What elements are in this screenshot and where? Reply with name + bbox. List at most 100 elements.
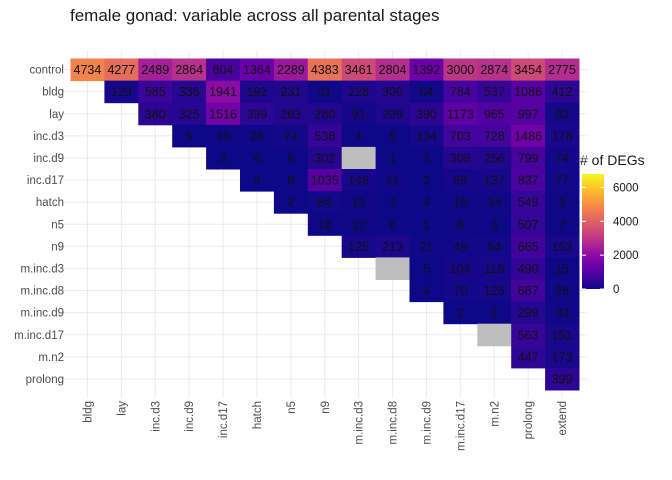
cell-value-label: 5 — [423, 262, 430, 276]
cell-value-label: 33 — [555, 306, 569, 320]
heatmap-cell — [341, 191, 377, 214]
cell-value-label: 104 — [450, 262, 471, 276]
cell-value-label: 2 — [491, 306, 498, 320]
cell-value-label: 151 — [552, 328, 573, 342]
heatmap-cell — [409, 191, 444, 214]
cell-value-label: 2 — [457, 306, 464, 320]
cell-value-label: 263 — [280, 107, 301, 121]
cell-value-label: 837 — [518, 174, 539, 188]
cell-value-label: 74 — [284, 129, 298, 143]
cell-value-label: 3 — [220, 151, 227, 165]
cell-value-label: 178 — [552, 129, 573, 143]
heatmap-cell — [375, 124, 410, 148]
cell-value-label: 799 — [518, 151, 539, 165]
heatmap-cell — [375, 146, 410, 170]
heatmap-cell — [273, 191, 309, 214]
heatmap-cell — [273, 80, 309, 104]
cell-value-label: 728 — [484, 129, 505, 143]
heatmap-cell — [375, 235, 410, 258]
cell-value-label: 118 — [484, 262, 504, 276]
cell-value-label: 9 — [559, 196, 566, 210]
cell-value-label: 91 — [352, 107, 366, 121]
cell-value-label: 965 — [484, 107, 505, 121]
cell-value-label: 148 — [348, 174, 369, 188]
cell-value-label: 804 — [213, 63, 234, 77]
x-tick-label: n5 — [286, 401, 298, 414]
heatmap-cell — [307, 102, 343, 126]
cell-value-label: 12 — [352, 218, 366, 232]
cell-value-label: 4 — [423, 196, 430, 210]
cell-value-label: 2864 — [175, 63, 203, 77]
heatmap-cell — [545, 213, 580, 236]
cell-value-label: 256 — [484, 151, 505, 165]
cell-value-label: 84 — [318, 196, 332, 210]
heatmap-cell — [172, 102, 207, 126]
x-tick-label: inc.d3 — [150, 401, 162, 432]
x-tick-label: m.inc.d17 — [455, 401, 467, 451]
legend-colorbar — [582, 174, 604, 289]
heatmap-cell — [545, 257, 580, 280]
cell-value-label: 18 — [318, 218, 332, 232]
cell-value-label: 126 — [484, 284, 505, 298]
x-tick-label: m.n2 — [489, 401, 501, 427]
heatmap-cell — [511, 301, 546, 325]
heatmap-cell — [375, 213, 410, 236]
cell-value-label: 2489 — [141, 63, 169, 77]
heatmap-cell — [545, 58, 580, 82]
cell-value-label: 2 — [423, 174, 430, 188]
cell-value-label: 308 — [450, 151, 471, 165]
x-tick-label: bldg — [82, 401, 94, 423]
cell-value-label: 3 — [491, 218, 498, 232]
cell-value-label: 2874 — [480, 63, 508, 77]
cell-value-label: 585 — [145, 85, 166, 99]
cell-value-label: 31 — [318, 85, 332, 99]
heatmap-cell — [545, 102, 580, 126]
cell-value-label: 1516 — [209, 107, 237, 121]
heatmap-cell — [273, 146, 309, 170]
y-tick-label: lay — [49, 109, 64, 121]
y-tick-label: inc.d3 — [33, 131, 64, 143]
cell-value-label: 4734 — [74, 63, 102, 77]
cell-value-label: 302 — [314, 151, 335, 165]
cell-value-label: 228 — [348, 85, 369, 99]
cell-value-label: 507 — [518, 218, 539, 232]
heatmap-cell — [511, 323, 546, 347]
heatmap-cell — [341, 235, 377, 258]
x-tick-label: m.inc.d9 — [421, 401, 433, 444]
x-tick-label: m.inc.d3 — [354, 401, 366, 444]
heatmap-cell — [273, 58, 309, 82]
heatmap-cell — [443, 58, 478, 82]
chart-title: female gonad: variable across all parent… — [70, 6, 440, 25]
cell-value-label: 173 — [552, 350, 573, 364]
cell-value-label: 125 — [348, 240, 369, 254]
heatmap-cell — [477, 146, 512, 170]
cell-value-label: 1173 — [447, 107, 474, 121]
heatmap-cell — [443, 146, 478, 170]
heatmap-cell — [206, 58, 241, 82]
heatmap-cell — [443, 102, 478, 126]
cell-value-label: 549 — [518, 196, 539, 210]
heatmap-cell — [375, 102, 410, 126]
y-tick-label: bldg — [42, 87, 64, 99]
heatmap-cell — [443, 257, 478, 280]
heatmap-cell — [477, 323, 512, 347]
heatmap-cell — [409, 80, 444, 104]
legend-tick-label: 2000 — [613, 250, 639, 262]
heatmap-cell — [375, 80, 410, 104]
cell-value-label: 784 — [450, 85, 471, 99]
heatmap-cell — [240, 58, 275, 82]
cell-value-label: 192 — [247, 85, 268, 99]
heatmap-cells — [70, 58, 580, 391]
cell-value-label: 163 — [552, 240, 573, 254]
heatmap-cell — [240, 146, 275, 170]
y-tick-label: inc.d17 — [27, 175, 64, 187]
heatmap-cell — [511, 102, 546, 126]
heatmap-cell — [70, 58, 105, 82]
heatmap-cell — [409, 146, 444, 170]
cell-value-label: 1 — [389, 151, 396, 165]
cell-labels: 4734 4277 2489 2864 804 1364 2289 4383 3461 2804 1… — [74, 63, 576, 386]
y-tick-label: m.inc.d9 — [21, 308, 64, 320]
heatmap-cell — [138, 58, 173, 82]
heatmap-cell — [545, 301, 580, 325]
heatmap-cell — [545, 235, 580, 258]
